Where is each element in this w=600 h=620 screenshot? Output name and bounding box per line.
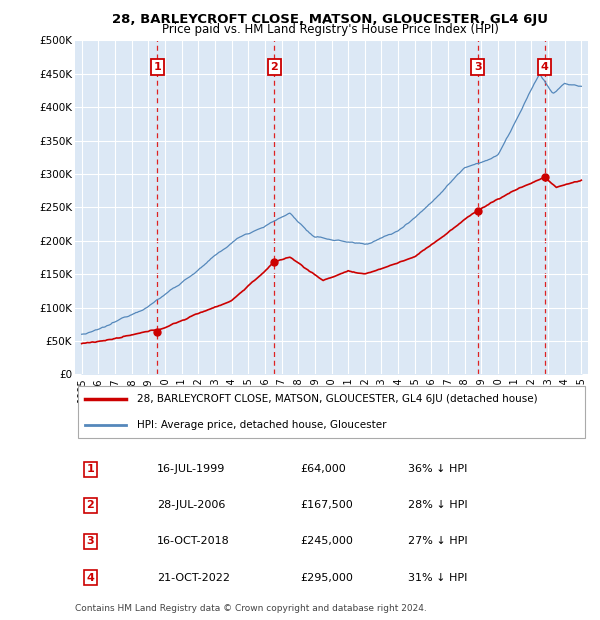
Text: £245,000: £245,000: [301, 536, 353, 546]
Text: 3: 3: [86, 536, 94, 546]
Text: Price paid vs. HM Land Registry's House Price Index (HPI): Price paid vs. HM Land Registry's House …: [161, 23, 499, 36]
Text: 28% ↓ HPI: 28% ↓ HPI: [409, 500, 468, 510]
Text: HPI: Average price, detached house, Gloucester: HPI: Average price, detached house, Glou…: [137, 420, 386, 430]
Text: 28, BARLEYCROFT CLOSE, MATSON, GLOUCESTER, GL4 6JU: 28, BARLEYCROFT CLOSE, MATSON, GLOUCESTE…: [112, 13, 548, 26]
Text: £64,000: £64,000: [301, 464, 346, 474]
Text: 21-OCT-2022: 21-OCT-2022: [157, 573, 230, 583]
FancyBboxPatch shape: [77, 386, 586, 438]
Text: £167,500: £167,500: [301, 500, 353, 510]
Text: Contains HM Land Registry data © Crown copyright and database right 2024.: Contains HM Land Registry data © Crown c…: [75, 604, 427, 613]
Text: 1: 1: [154, 62, 161, 72]
Text: 16-JUL-1999: 16-JUL-1999: [157, 464, 226, 474]
Text: 27% ↓ HPI: 27% ↓ HPI: [409, 536, 468, 546]
Text: 31% ↓ HPI: 31% ↓ HPI: [409, 573, 468, 583]
Text: 2: 2: [271, 62, 278, 72]
Text: 16-OCT-2018: 16-OCT-2018: [157, 536, 230, 546]
Text: 2: 2: [86, 500, 94, 510]
Text: £295,000: £295,000: [301, 573, 353, 583]
Text: 28-JUL-2006: 28-JUL-2006: [157, 500, 226, 510]
Text: 1: 1: [86, 464, 94, 474]
Text: 4: 4: [86, 573, 94, 583]
Text: 3: 3: [474, 62, 482, 72]
Text: 28, BARLEYCROFT CLOSE, MATSON, GLOUCESTER, GL4 6JU (detached house): 28, BARLEYCROFT CLOSE, MATSON, GLOUCESTE…: [137, 394, 537, 404]
Text: 4: 4: [541, 62, 548, 72]
Text: 36% ↓ HPI: 36% ↓ HPI: [409, 464, 468, 474]
